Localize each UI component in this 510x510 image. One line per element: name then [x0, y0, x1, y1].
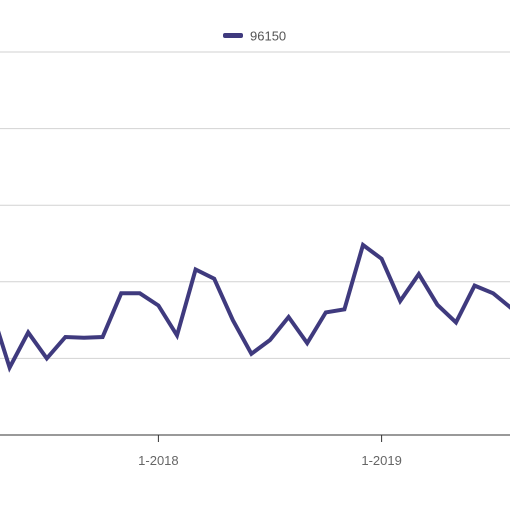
data-point-6-2018[interactable]: [248, 351, 254, 357]
data-point-7-2017[interactable]: [44, 355, 50, 361]
data-point-3-2019[interactable]: [416, 271, 422, 277]
data-point-7-2019[interactable]: [490, 290, 496, 296]
legend[interactable]: 96150: [223, 29, 286, 44]
data-point-2-2018[interactable]: [174, 332, 180, 338]
legend-swatch-96150: [223, 33, 243, 38]
legend-label-96150: 96150: [250, 29, 286, 44]
y-gridlines: [0, 51, 510, 359]
data-point-4-2019[interactable]: [434, 302, 440, 308]
data-point-12-2017[interactable]: [137, 290, 143, 296]
data-point-11-2018[interactable]: [341, 306, 347, 312]
data-point-8-2017[interactable]: [62, 334, 68, 340]
data-point-10-2017[interactable]: [100, 334, 106, 340]
data-point-8-2018[interactable]: [286, 314, 292, 320]
x-tick-label-1-2019: 1-2019: [361, 453, 401, 468]
data-point-5-2018[interactable]: [230, 317, 236, 323]
data-point-12-2018[interactable]: [360, 242, 366, 248]
data-point-6-2017[interactable]: [25, 329, 31, 335]
series-layer: [0, 241, 510, 373]
data-point-7-2018[interactable]: [267, 337, 273, 343]
data-point-2-2019[interactable]: [397, 298, 403, 304]
data-point-4-2018[interactable]: [211, 276, 217, 282]
data-point-3-2018[interactable]: [193, 267, 199, 273]
data-point-11-2017[interactable]: [118, 290, 124, 296]
series-line-96150[interactable]: [0, 241, 510, 373]
data-point-10-2018[interactable]: [323, 309, 329, 315]
data-point-1-2019[interactable]: [379, 256, 385, 262]
data-point-5-2019[interactable]: [453, 319, 459, 325]
data-point-9-2017[interactable]: [81, 335, 87, 341]
data-point-1-2018[interactable]: [155, 303, 161, 309]
x-axis-ticks: 1-2018 1-2019: [138, 435, 402, 468]
data-point-9-2018[interactable]: [304, 340, 310, 346]
data-point-5-2017[interactable]: [7, 365, 13, 371]
data-point-6-2019[interactable]: [472, 283, 478, 289]
x-tick-label-1-2018: 1-2018: [138, 453, 178, 468]
